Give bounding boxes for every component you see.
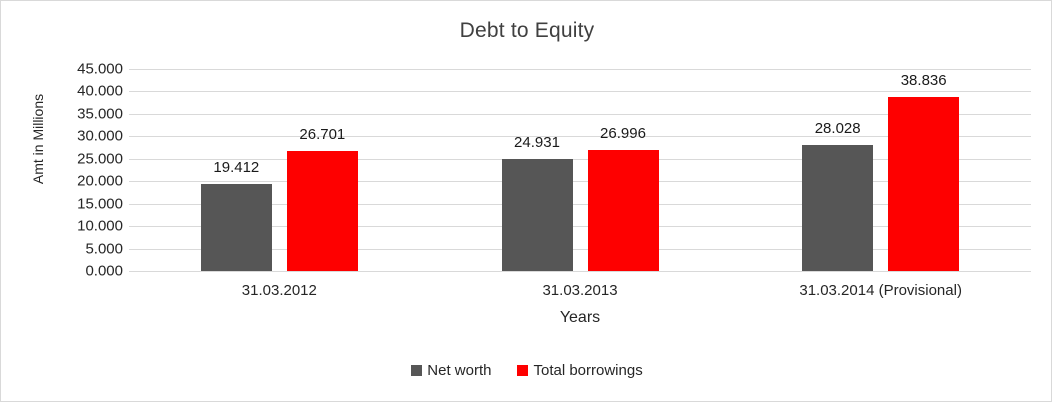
plot-area: 19.412 26.701 24.931 26.996 28.028 38.836 xyxy=(129,69,1031,272)
bar-value-label: 24.931 xyxy=(514,134,560,152)
bar-total-borrowings[interactable] xyxy=(587,149,659,271)
gridline xyxy=(129,113,1031,115)
bar-total-borrowings[interactable] xyxy=(286,151,358,271)
legend-item-net-worth[interactable]: Net worth xyxy=(411,362,491,379)
bar-net-worth[interactable] xyxy=(501,159,573,271)
x-axis-category-labels: 31.03.2012 31.03.2013 31.03.2014 (Provisio… xyxy=(129,282,1031,304)
bar-value-label: 26.996 xyxy=(600,124,646,142)
bar-value-label: 28.028 xyxy=(814,120,861,138)
gridline xyxy=(129,248,1031,250)
legend-swatch-icon xyxy=(411,365,423,376)
bar-net-worth[interactable] xyxy=(200,183,272,271)
chart-title: Debt to Equity xyxy=(459,19,595,42)
gridline xyxy=(129,203,1031,205)
bar-value-label: 19.412 xyxy=(213,158,260,176)
gridline xyxy=(129,91,1031,93)
y-axis-tick-label: 45.000 xyxy=(77,60,123,78)
x-axis-category-label: 31.03.2014 (Provisional) xyxy=(799,282,962,299)
gridline xyxy=(129,271,1031,272)
y-axis-tick-label: 40.000 xyxy=(77,82,123,100)
y-axis-tick-label: 35.000 xyxy=(77,105,123,123)
y-axis-tick-label: 30.000 xyxy=(77,127,123,145)
bar-value-label: 38.836 xyxy=(900,71,947,89)
gridline xyxy=(129,226,1031,228)
x-axis-category-label: 31.03.2012 xyxy=(241,282,317,299)
y-axis-tick-label: 0.000 xyxy=(85,262,123,280)
bar-total-borrowings[interactable] xyxy=(888,96,960,271)
gridline xyxy=(129,158,1031,160)
y-axis-tick-label: 10.000 xyxy=(77,217,123,235)
y-axis-tick-label: 15.000 xyxy=(77,195,123,213)
legend-swatch-icon xyxy=(517,365,529,376)
legend-label: Net worth xyxy=(427,362,492,379)
y-axis-tick-label: 20.000 xyxy=(77,172,123,190)
x-axis-category-label: 31.03.2013 xyxy=(542,282,618,299)
x-axis-title: Years xyxy=(559,309,601,326)
legend-label: Total borrowings xyxy=(533,362,643,379)
gridline xyxy=(129,181,1031,183)
legend-item-total-borrowings[interactable]: Total borrowings xyxy=(517,362,643,379)
y-axis-tick-label: 25.000 xyxy=(77,150,123,168)
bar-net-worth[interactable] xyxy=(802,145,874,271)
y-axis-tick-label: 5.000 xyxy=(85,240,123,258)
bar-value-label: 26.701 xyxy=(299,126,346,144)
y-axis-tick-labels: 45.000 40.000 35.000 30.000 25.000 20.000 15.0… xyxy=(1,61,123,280)
gridline xyxy=(129,69,1031,70)
gridline xyxy=(129,136,1031,138)
chart-legend: Net worth Total borrowings xyxy=(1,362,1051,379)
